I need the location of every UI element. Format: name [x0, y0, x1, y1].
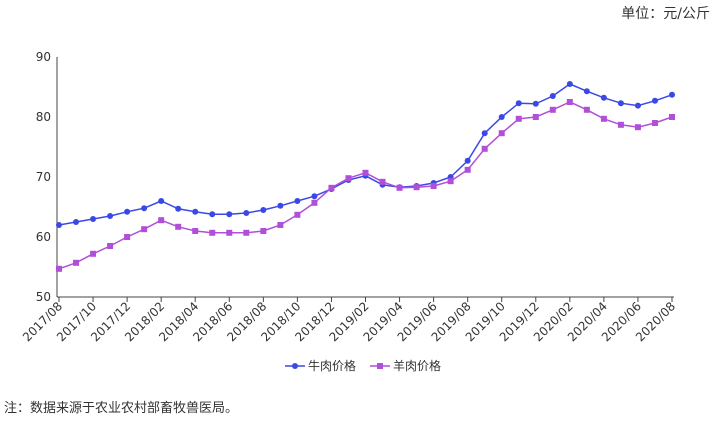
point [90, 216, 97, 222]
point [277, 222, 284, 228]
point [90, 250, 97, 257]
point [651, 120, 658, 126]
point [294, 211, 301, 218]
point [73, 219, 80, 225]
legend-marker [377, 363, 383, 369]
point [243, 229, 250, 236]
point [669, 114, 675, 120]
series-line [58, 101, 673, 270]
point [481, 130, 488, 137]
point [294, 198, 301, 204]
point [175, 223, 182, 230]
point [498, 114, 505, 120]
point [447, 178, 454, 185]
point [651, 97, 658, 104]
point [617, 100, 624, 107]
y-tick-label: 70 [36, 170, 51, 184]
point [260, 228, 267, 234]
point [515, 115, 522, 122]
point [192, 228, 199, 234]
point [600, 94, 607, 101]
point [362, 169, 369, 176]
point [617, 121, 624, 128]
point [328, 184, 335, 191]
point [549, 93, 556, 99]
point [515, 100, 522, 107]
point [141, 205, 148, 212]
unit-label: 单位：元/公斤 [621, 6, 710, 22]
point [192, 208, 199, 215]
point [481, 145, 488, 152]
point [107, 243, 114, 249]
point [379, 178, 386, 185]
point [634, 102, 641, 109]
point [345, 175, 352, 182]
y-tick-label: 80 [36, 110, 51, 124]
y-tick-label: 60 [36, 230, 51, 244]
point [583, 88, 590, 95]
point [532, 114, 539, 120]
point [532, 100, 539, 107]
point [549, 106, 556, 113]
point [669, 91, 675, 98]
legend-label: 羊肉价格 [393, 358, 441, 373]
point [583, 106, 590, 113]
point [226, 229, 233, 236]
point [430, 183, 437, 189]
legend-label: 牛肉价格 [308, 358, 356, 373]
point [566, 99, 573, 105]
point [260, 207, 267, 213]
legend-marker [292, 363, 298, 369]
point [277, 202, 284, 209]
point [158, 198, 165, 204]
footnote: 注：数据来源于农业农村部畜牧兽医局。 [4, 400, 238, 416]
point [56, 222, 62, 228]
y-tick-label: 90 [36, 50, 51, 64]
point [56, 265, 62, 272]
point [413, 184, 420, 191]
point [226, 211, 233, 218]
point [566, 81, 573, 87]
point [464, 166, 471, 173]
point [498, 130, 505, 137]
point [209, 229, 216, 236]
point [243, 210, 250, 216]
point [141, 226, 148, 233]
point [209, 211, 216, 218]
point [634, 124, 641, 131]
point [73, 259, 80, 266]
point [396, 184, 403, 191]
point [124, 234, 131, 240]
point [600, 115, 607, 122]
point [464, 157, 471, 164]
point [158, 217, 165, 224]
y-tick-label: 50 [36, 290, 51, 304]
point [311, 199, 318, 206]
point [107, 213, 114, 219]
point [175, 205, 182, 212]
point [311, 193, 318, 200]
point [124, 208, 131, 215]
series-line [58, 83, 673, 226]
